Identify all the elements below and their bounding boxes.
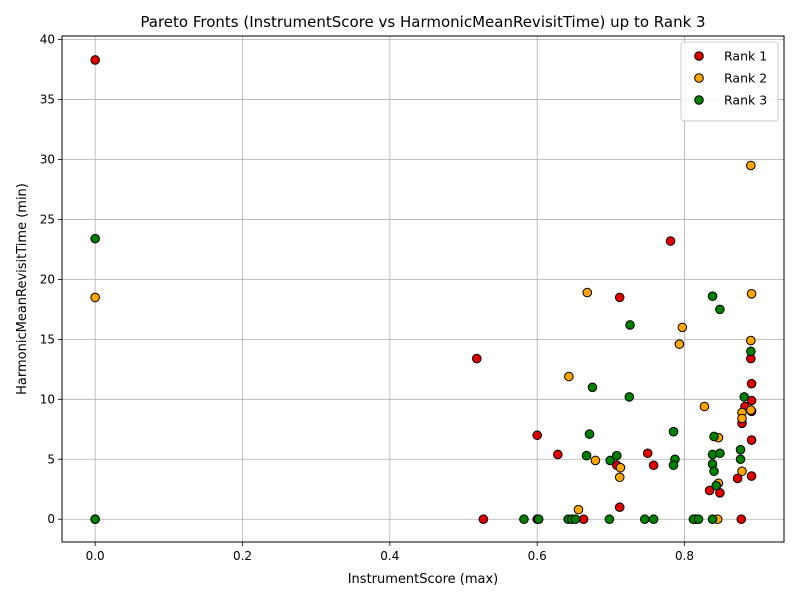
rank-1-point — [553, 449, 563, 460]
rank-3-point — [735, 454, 746, 465]
rank-2-point — [582, 287, 593, 298]
rank-3-point — [693, 514, 704, 525]
rank-1-point — [746, 471, 757, 481]
chart-title: Pareto Fronts (InstrumentScore vs Harmon… — [140, 13, 705, 31]
x-tick-label: 0.6 — [528, 549, 547, 563]
rank-3-point — [639, 514, 650, 525]
rank-1-point — [648, 460, 659, 471]
y-axis-ticks: 0 5 10 15 20 25 30 35 40 — [40, 33, 62, 526]
rank-1-point — [578, 514, 589, 525]
y-tick-label: 5 — [47, 452, 55, 466]
rank-3-point — [715, 304, 725, 315]
rank-3-point — [584, 429, 595, 439]
data-points — [90, 55, 757, 525]
rank-3-point — [711, 480, 722, 491]
rank-3-point — [587, 382, 598, 393]
x-tick-label: 0.0 — [86, 549, 105, 563]
rank-1-point — [532, 430, 542, 441]
rank-1-point — [642, 448, 653, 459]
y-tick-label: 25 — [40, 212, 55, 226]
y-tick-label: 30 — [40, 153, 55, 167]
legend-label-rank-2: Rank 2 — [724, 71, 767, 86]
grid-lines — [62, 36, 784, 542]
x-tick-label: 0.4 — [380, 549, 399, 563]
legend-box — [680, 41, 779, 122]
rank-3-point — [668, 460, 679, 471]
rank-2-point — [746, 335, 756, 346]
rank-2-point — [737, 466, 747, 477]
rank-2-point — [614, 472, 625, 483]
rank-2-point — [590, 455, 601, 466]
rank-3-point — [715, 448, 725, 459]
rank-3-point — [519, 514, 529, 525]
rank-1-point — [732, 473, 743, 484]
rank-3-point — [625, 320, 635, 330]
rank-2-point — [90, 292, 100, 303]
legend: Rank 1 Rank 2 Rank 3 — [680, 41, 779, 122]
rank-2-point — [737, 413, 747, 424]
rank-3-point — [604, 514, 615, 525]
rank-3-point — [90, 233, 100, 244]
rank-3-point — [90, 514, 100, 525]
rank-3-point — [605, 455, 615, 466]
rank-3-point — [709, 466, 719, 477]
y-tick-label: 0 — [47, 512, 55, 526]
rank-1-point — [746, 378, 757, 389]
rank-1-point — [746, 435, 757, 445]
rank-3-point — [707, 514, 718, 525]
rank-3-point — [739, 392, 750, 402]
x-axis-ticks: 0.0 0.2 0.4 0.6 0.8 — [86, 542, 694, 563]
rank-2-point — [677, 322, 688, 333]
rank-2-point — [699, 401, 710, 412]
rank-2-point — [746, 160, 756, 171]
rank-2-point — [674, 339, 685, 349]
rank-3-point — [746, 346, 756, 357]
x-axis-title: InstrumentScore (max) — [348, 572, 499, 587]
rank-3-point — [735, 444, 746, 455]
rank-1-point — [665, 236, 676, 246]
y-tick-label: 35 — [40, 93, 55, 107]
rank-2-point — [564, 371, 574, 382]
rank-3-point — [624, 392, 635, 402]
rank-3-point — [611, 450, 622, 461]
rank-1-point — [90, 55, 100, 65]
rank-1-point — [704, 485, 715, 496]
rank-2-point — [746, 288, 757, 299]
legend-marker-rank-1 — [694, 51, 704, 61]
legend-marker-rank-3 — [694, 95, 704, 105]
legend-label-rank-3: Rank 3 — [724, 93, 767, 108]
rank-1-point — [614, 502, 625, 513]
rank-2-point — [746, 405, 756, 415]
x-tick-label: 0.8 — [675, 549, 694, 563]
y-tick-label: 10 — [40, 392, 55, 406]
y-tick-label: 40 — [40, 33, 55, 47]
rank-3-point — [581, 450, 592, 461]
legend-marker-rank-2 — [694, 73, 704, 83]
plot-frame — [61, 35, 785, 543]
rank-2-point — [573, 504, 584, 515]
x-tick-label: 0.2 — [233, 549, 252, 563]
rank-3-point — [570, 514, 581, 525]
rank-3-point — [668, 426, 679, 437]
rank-3-point — [709, 431, 719, 442]
y-tick-label: 20 — [40, 272, 55, 286]
rank-3-point — [707, 291, 718, 301]
rank-2-point — [615, 462, 626, 473]
rank-1-point — [471, 353, 482, 364]
rank-3-point — [533, 514, 544, 525]
y-axis-title: HarmonicMeanRevisitTime (min) — [15, 183, 30, 395]
rank-1-point — [478, 514, 489, 525]
rank-1-point — [614, 292, 625, 303]
rank-1-point — [736, 514, 747, 525]
legend-label-rank-1: Rank 1 — [724, 49, 767, 64]
rank-3-point — [648, 514, 659, 525]
y-tick-label: 15 — [40, 332, 55, 346]
